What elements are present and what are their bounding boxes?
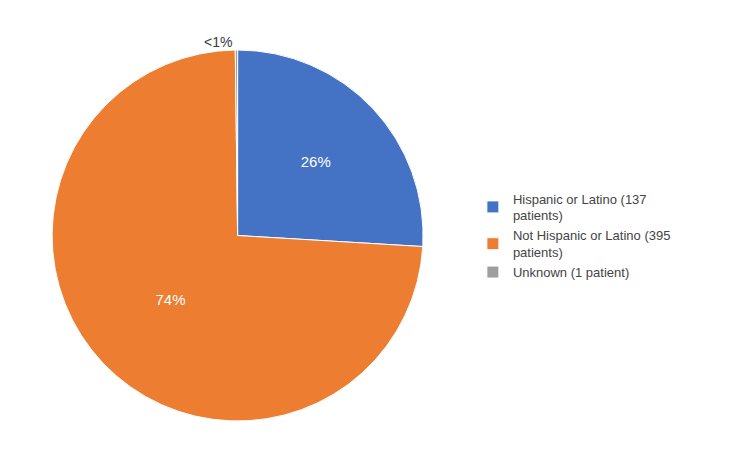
svg-text:Hispanic or Latino (137patient: Hispanic or Latino (137patients): [513, 192, 647, 224]
svg-text:Unknown (1 patient): Unknown (1 patient): [513, 265, 629, 280]
svg-text:Not Hispanic or Latino (395pat: Not Hispanic or Latino (395patients): [513, 228, 671, 260]
svg-text:74%: 74%: [155, 291, 185, 308]
svg-text:<1%: <1%: [204, 34, 232, 50]
svg-text:26%: 26%: [301, 153, 331, 170]
